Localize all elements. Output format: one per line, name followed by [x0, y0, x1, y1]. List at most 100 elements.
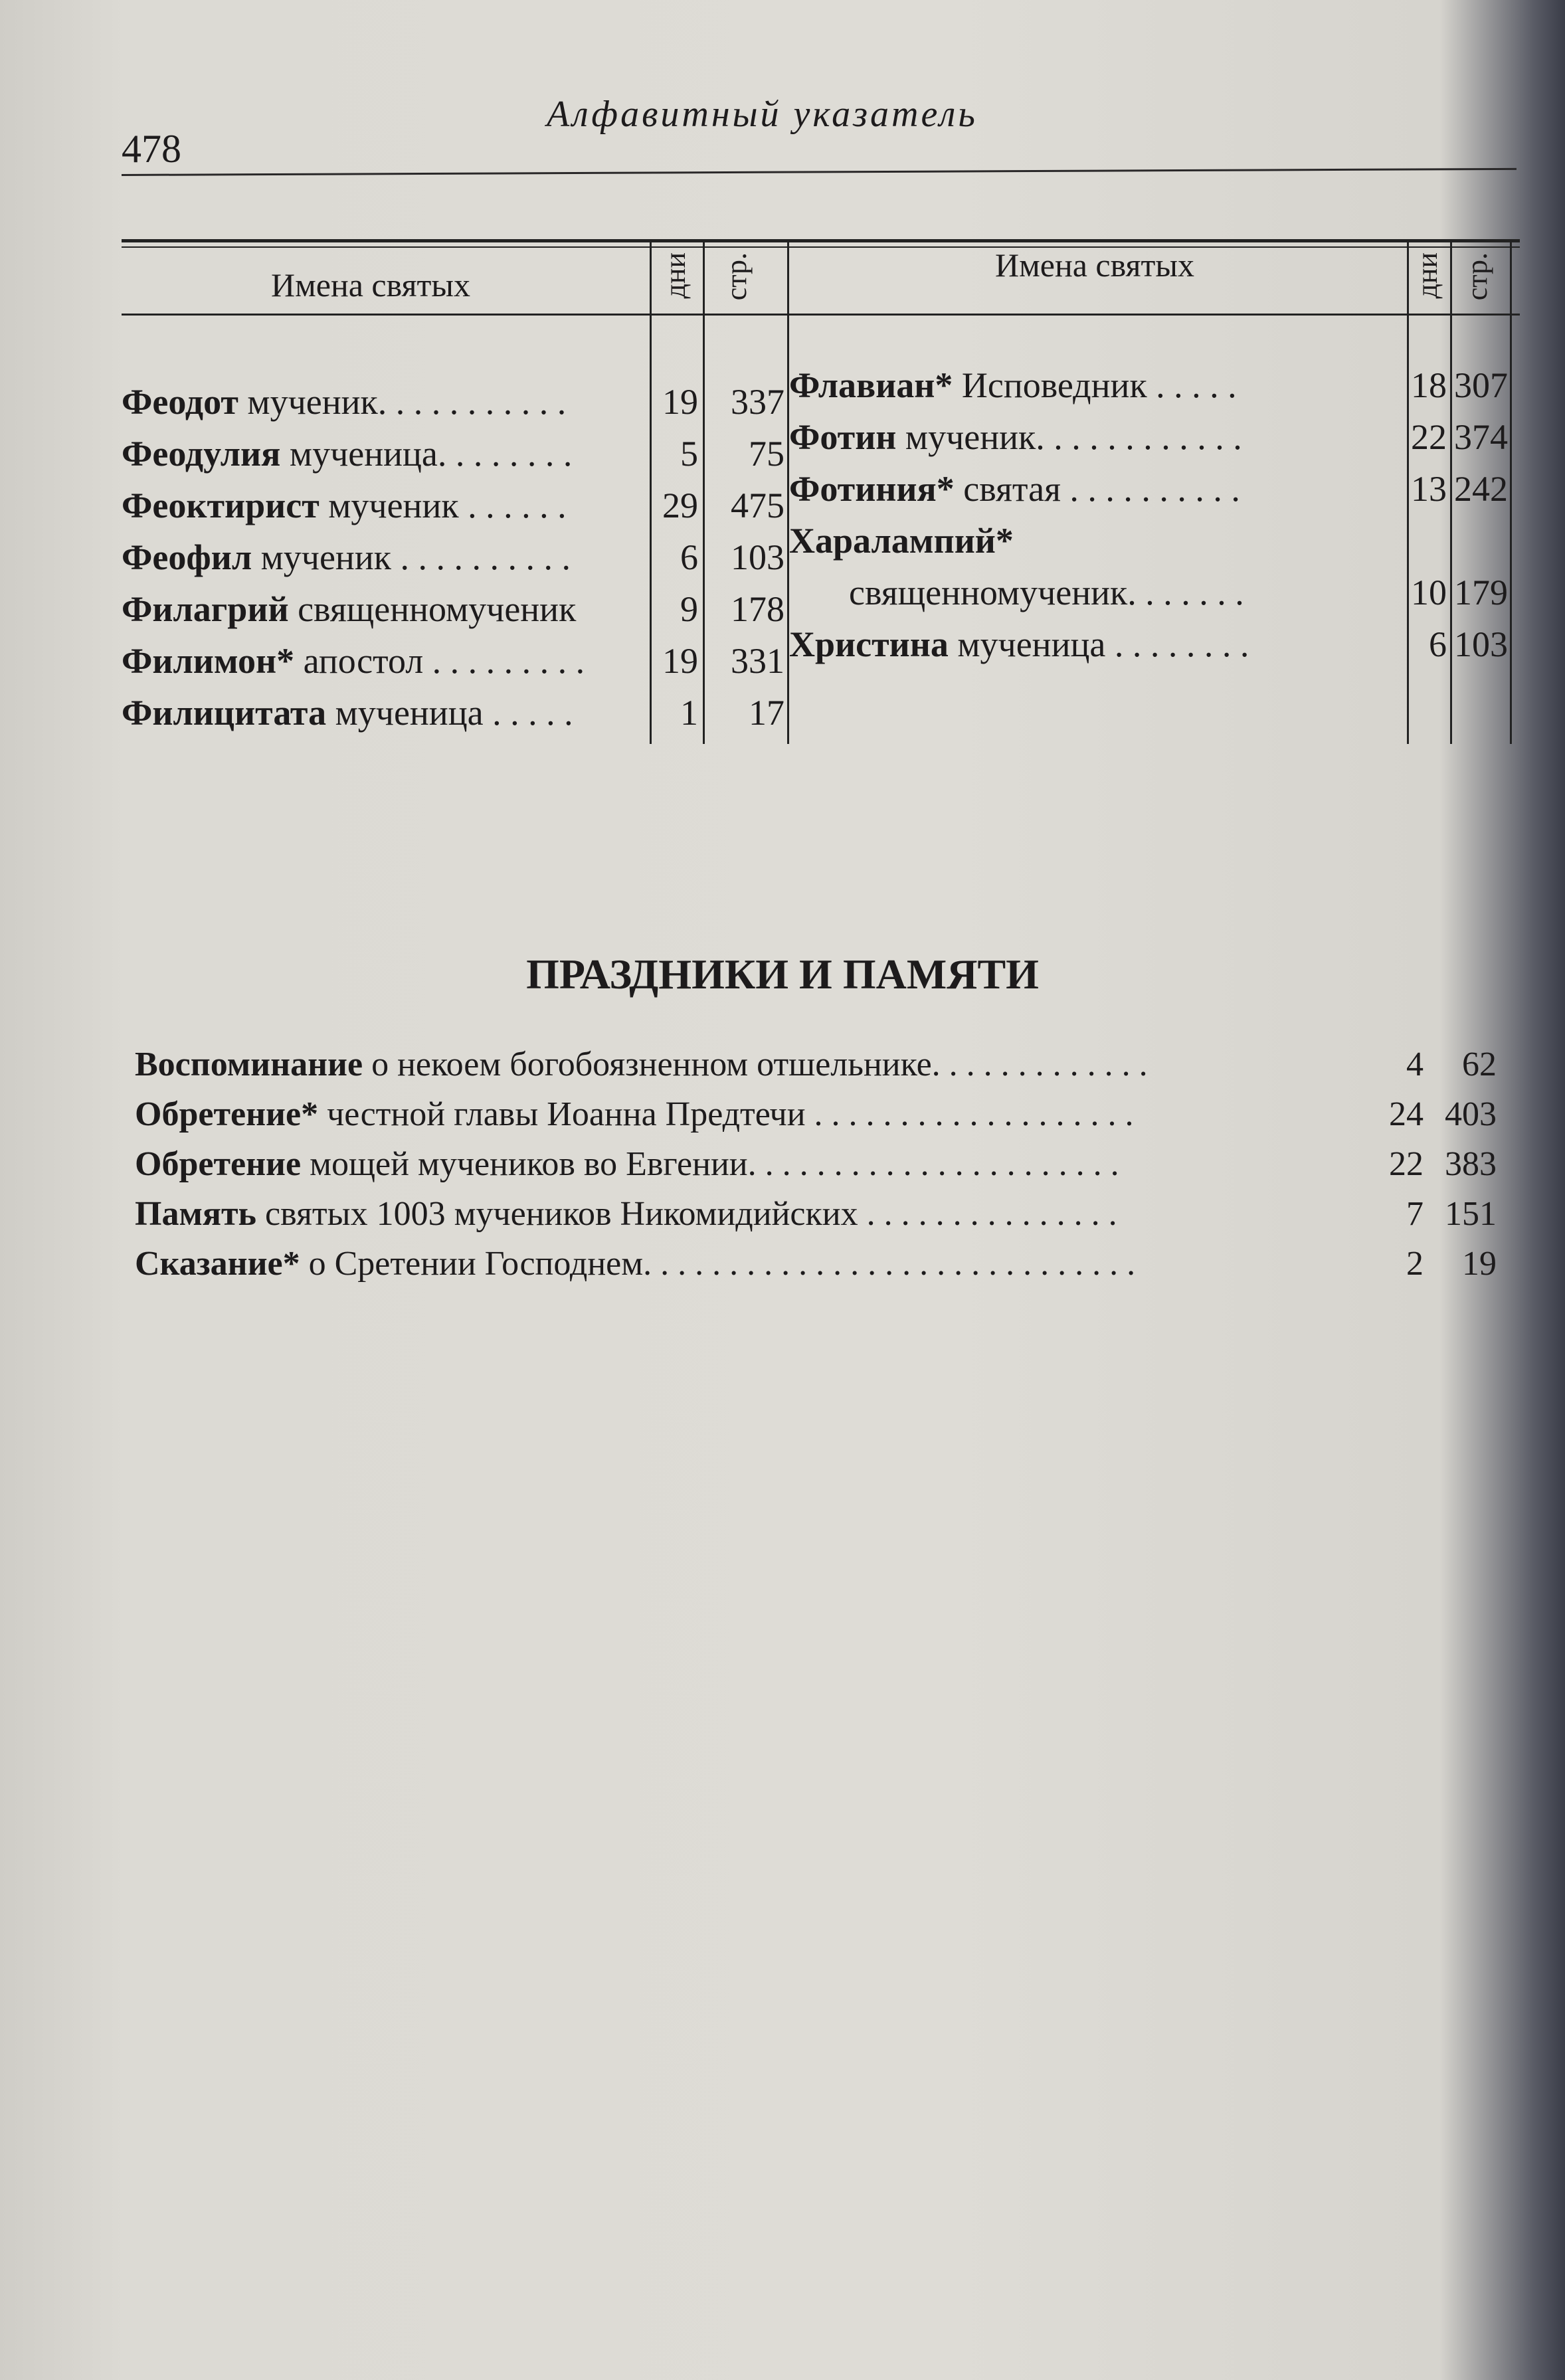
entry-name-bold: Фотиния*	[789, 469, 955, 509]
entry-days: 13	[1411, 469, 1447, 509]
feast-entry: Обретение мощей мучеников во Евгении. . …	[135, 1139, 1497, 1189]
entry-descriptor: святая . . . . . . . . . .	[954, 469, 1240, 509]
entry-days: 19	[662, 382, 698, 422]
feast-days: 24	[1389, 1095, 1424, 1133]
entry-name-bold: Феофил	[122, 537, 252, 577]
entry-name-bold: Христина	[789, 624, 949, 664]
entry-descriptor: мученик. . . . . . . . . . .	[238, 382, 567, 422]
section-title: ПРАЗДНИКИ И ПАМЯТИ	[526, 951, 1039, 998]
entry-name: Феоктирист мученик . . . . . .	[122, 479, 567, 532]
entry-name: Феодулия мученица. . . . . . . .	[122, 427, 572, 480]
entry-descriptor: священномученик. . . . . . .	[849, 573, 1244, 612]
entry-page: 103	[1454, 624, 1508, 664]
feast-page: 383	[1445, 1145, 1497, 1183]
entry-name: Христина мученица . . . . . . . .	[789, 618, 1249, 671]
entry-days: 10	[1411, 573, 1447, 612]
feast-descriptor: честной главы Иоанна Предтечи . . . . . …	[318, 1095, 1134, 1133]
index-entry: Феофил мученик . . . . . . . . . . 6 103	[122, 531, 789, 584]
feast-entry: Память святых 1003 мучеников Никомидийск…	[135, 1189, 1497, 1239]
entry-name: Филимон* апостол . . . . . . . . .	[122, 634, 585, 687]
index-entry: Феодот мученик. . . . . . . . . . . 19 337	[122, 375, 789, 428]
column-divider	[1407, 239, 1409, 744]
index-entry: Христина мученица . . . . . . . . 6 103	[789, 618, 1520, 671]
index-entry: Харалампий*	[789, 514, 1520, 567]
entry-name: Феодот мученик. . . . . . . . . . .	[122, 375, 566, 428]
entry-page: 242	[1454, 469, 1508, 509]
entry-descriptor: Исповедник . . . . .	[953, 365, 1237, 405]
entry-name: Филицитата мученица . . . . .	[122, 686, 573, 739]
entry-days: 18	[1411, 365, 1447, 405]
entry-descriptor: мученик . . . . . .	[319, 486, 567, 525]
feast-descriptor: святых 1003 мучеников Никомидийских . . …	[256, 1195, 1117, 1233]
entry-name-bold: Феодулия	[122, 434, 281, 474]
entry-page: 331	[731, 641, 784, 681]
page-number: 478	[122, 127, 181, 171]
entry-name: Харалампий*	[789, 514, 1014, 567]
index-entry: Филимон* апостол . . . . . . . . . 19 331	[122, 634, 789, 687]
entry-page: 17	[749, 693, 784, 733]
entry-page: 179	[1454, 573, 1508, 612]
entry-name: Флавиан* Исповедник . . . . .	[789, 359, 1237, 412]
header-page: стр.	[1461, 252, 1493, 301]
entry-days: 6	[680, 537, 698, 577]
index-entry: Фотиния* святая . . . . . . . . . . 13 242	[789, 462, 1520, 515]
feast-entry: Сказание* о Сретении Господнем. . . . . …	[135, 1239, 1497, 1289]
feast-days: 22	[1389, 1145, 1424, 1183]
entry-descriptor: мученица . . . . .	[326, 693, 573, 733]
entry-name: Филагрий священномученик	[122, 583, 576, 636]
feast-descriptor: о Сретении Господнем. . . . . . . . . . …	[300, 1245, 1136, 1283]
feast-name: Сказание*	[135, 1245, 300, 1283]
entry-descriptor: священномученик	[288, 589, 577, 629]
feast-descriptor: о некоем богобоязненном отшельнике. . . …	[363, 1046, 1148, 1083]
entry-days: 19	[662, 641, 698, 681]
column-divider	[650, 239, 652, 744]
entry-days: 22	[1411, 417, 1447, 457]
entry-page: 307	[1454, 365, 1508, 405]
feast-name: Воспоминание	[135, 1046, 363, 1083]
feast-days: 7	[1406, 1195, 1424, 1233]
entry-page: 178	[731, 589, 784, 629]
index-entry: священномученик. . . . . . . 10 179	[789, 566, 1520, 619]
feast-page: 403	[1445, 1095, 1497, 1133]
entry-page: 475	[731, 486, 784, 525]
header-names: Имена святых	[995, 246, 1194, 284]
entry-descriptor: апостол . . . . . . . . .	[294, 641, 585, 681]
index-entry: Феодулия мученица. . . . . . . . 5 75	[122, 427, 789, 480]
entry-name-bold: Харалампий*	[789, 521, 1014, 561]
index-entry: Флавиан* Исповедник . . . . . 18 307	[789, 359, 1520, 412]
column-divider	[787, 239, 789, 744]
table-header-rule	[789, 314, 1520, 316]
entry-days: 6	[1429, 624, 1447, 664]
header-page: стр.	[720, 252, 753, 301]
index-entry: Филагрий священномученик 9 178	[122, 583, 789, 636]
index-entry: Филицитата мученица . . . . . 1 17	[122, 686, 789, 739]
table-header-rule	[122, 314, 789, 316]
entry-name-bold: Филимон*	[122, 641, 295, 681]
table-top-rule	[789, 239, 1520, 248]
feast-name: Обретение	[135, 1145, 302, 1183]
entry-days: 29	[662, 486, 698, 525]
feast-descriptor: мощей мучеников во Евгении. . . . . . . …	[301, 1145, 1119, 1183]
entry-name-bold: Феодот	[122, 382, 238, 422]
entry-name: Феофил мученик . . . . . . . . . .	[122, 531, 571, 584]
entry-page: 75	[749, 434, 784, 474]
entry-descriptor: мученик . . . . . . . . . .	[252, 537, 571, 577]
feast-entry: Воспоминание о некоем богобоязненном отш…	[135, 1040, 1497, 1089]
index-entry: Феоктирист мученик . . . . . . 29 475	[122, 479, 789, 532]
entry-name-bold: Фотин	[789, 417, 897, 457]
entry-days: 1	[680, 693, 698, 733]
entry-name: Фотиния* святая . . . . . . . . . .	[789, 462, 1240, 515]
feast-name: Обретение*	[135, 1095, 319, 1133]
header-names: Имена святых	[271, 266, 470, 304]
column-divider	[1450, 239, 1452, 744]
entry-name: священномученик. . . . . . .	[849, 566, 1244, 619]
entry-days: 9	[680, 589, 698, 629]
entry-name-bold: Флавиан*	[789, 365, 953, 405]
header-rule	[121, 167, 1517, 176]
index-entry: Фотин мученик. . . . . . . . . . . . 22 37…	[789, 411, 1520, 464]
feast-name: Память	[135, 1195, 257, 1233]
table-top-rule	[122, 239, 789, 248]
feast-page: 62	[1462, 1046, 1497, 1083]
entry-days: 5	[680, 434, 698, 474]
entry-name-bold: Феоктирист	[122, 486, 320, 525]
